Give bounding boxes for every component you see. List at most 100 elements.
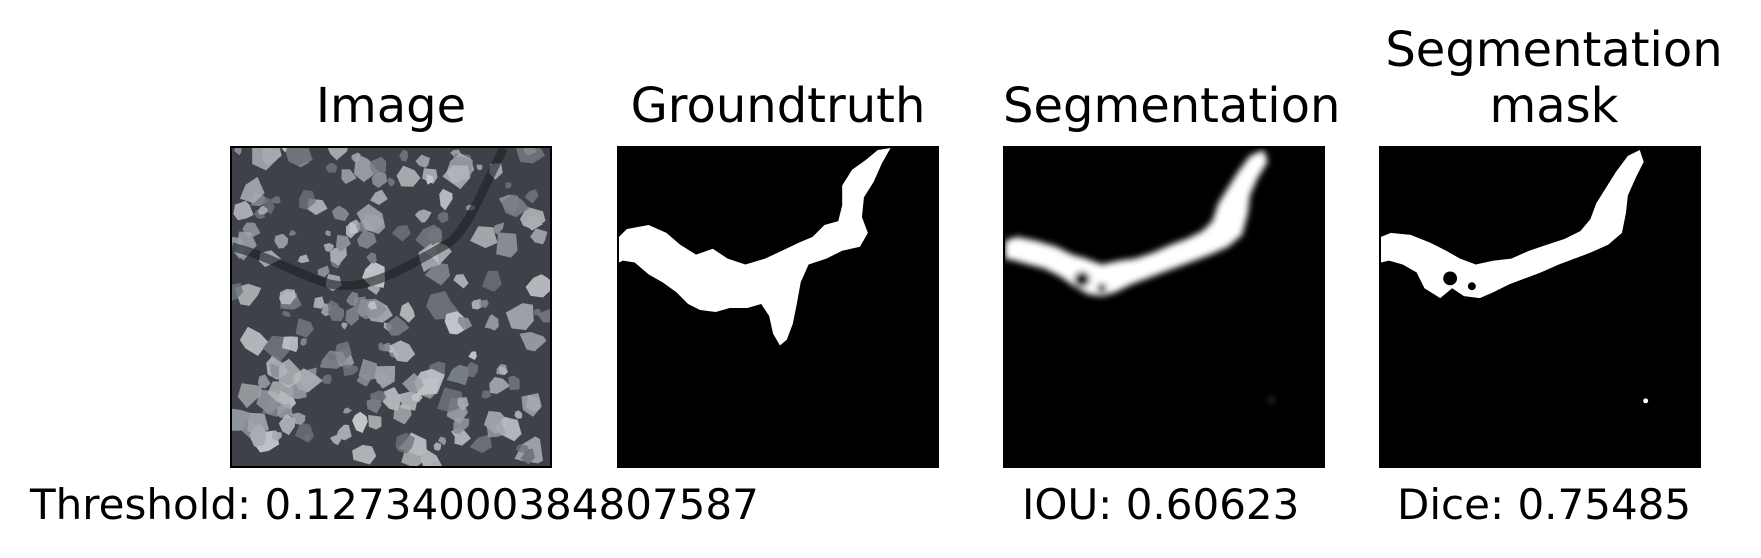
stone-fragment [391,225,411,242]
stone-fragment [313,296,325,309]
stone-fragment [331,205,350,222]
stone-fragment [491,222,504,235]
stone-fragment [288,230,297,236]
stone-fragment [329,246,347,266]
stone-fragment [389,340,416,363]
stone-fragment [505,303,534,331]
stone-fragment [281,336,298,353]
stone-fragment [368,414,382,430]
stone-fragment [239,326,269,356]
stone-fragment [515,148,546,164]
stone-fragment [325,229,331,236]
stone-fragment [414,209,432,223]
stone-fragment [297,254,310,264]
stone-fragment [514,410,523,419]
stone-fragment [457,316,473,331]
stone-fragment [300,338,307,346]
stone-fragment [232,283,244,301]
stone-fragment [352,444,377,465]
stone-fragment [505,181,512,189]
stone-fragment [252,148,282,171]
stone-fragment [484,314,499,331]
iou-label: IOU: 0.60623 [1022,480,1300,529]
segmentation-binary-mask [1381,148,1699,466]
stone-fragment [326,353,337,362]
stone-fragment [353,153,379,183]
stone-fragment [282,310,292,317]
stone-fragment [370,189,388,205]
stone-fragment [438,436,447,446]
stone-fragment [489,376,511,395]
panel-title-groundtruth: Groundtruth [630,78,926,134]
stone-fragment [323,243,334,252]
stone-fragment [433,442,442,451]
image-panel [230,146,552,468]
stone-fragment [468,351,477,361]
stone-fragment [366,398,382,414]
asphalt-texture [232,148,550,466]
stone-fragment [481,390,491,399]
stone-fragment [239,176,265,204]
stone-fragment [342,364,359,377]
stone-fragment [346,291,359,306]
stone-fragment [233,200,254,221]
stone-fragment [257,205,269,215]
threshold-label: Threshold: 0.12734000384807587 [30,480,759,529]
stone-fragment [399,302,416,323]
segmentation-mask-panel [1379,146,1701,468]
groundtruth-mask [619,148,937,466]
stone-fragment [524,189,539,204]
stone-fragment [396,165,421,187]
dice-label: Dice: 0.75485 [1397,480,1692,529]
stone-fragment [345,222,358,239]
stone-fragment [295,318,314,338]
stone-fragment [335,424,352,441]
stone-fragment [519,331,547,352]
stone-fragment [530,228,548,245]
stone-fragment [357,230,377,249]
segmentation-map [1005,148,1323,466]
stone-fragment [470,226,498,249]
stone-fragment [457,397,469,411]
stone-fragment [496,232,518,258]
panel-title-segmentation: Segmentation [1003,78,1341,134]
stone-fragment [526,395,541,413]
stone-fragment [415,224,442,249]
stone-fragment [291,412,306,425]
panel-title-segmentation-mask: Segmentation mask [1385,22,1723,134]
stone-fragment [356,373,371,387]
stone-fragment [437,387,463,412]
stone-fragment [257,374,271,389]
stone-fragment [342,407,352,414]
stone-fragment [279,288,296,305]
stone-fragment [341,322,348,330]
stone-fragment [299,189,316,210]
stone-fragment [399,149,408,162]
stone-fragment [249,423,266,447]
stone-fragment [395,432,416,454]
stone-fragment [537,308,550,323]
stone-fragment [317,265,330,278]
stone-fragment [367,300,378,310]
stone-fragment [385,315,410,336]
stone-fragment [471,298,482,310]
stone-fragment [453,274,469,289]
stone-fragment [278,414,296,436]
stone-fragment [274,233,289,249]
stone-fragment [442,165,471,190]
stone-fragment [272,430,282,441]
stone-fragment [469,434,493,454]
stone-fragment [341,169,357,184]
stone-fragment [277,403,293,419]
stone-fragment [356,203,386,235]
stone-fragment [486,417,507,438]
stone-fragment [378,342,385,352]
panel-title-image: Image [315,78,467,134]
stone-fragment [383,386,402,411]
segmentation-panel [1003,146,1325,468]
stone-fragment [431,460,442,466]
stone-fragment [278,358,302,389]
stone-fragment [437,211,449,224]
stone-fragment [508,375,520,391]
stone-fragment [352,411,368,434]
